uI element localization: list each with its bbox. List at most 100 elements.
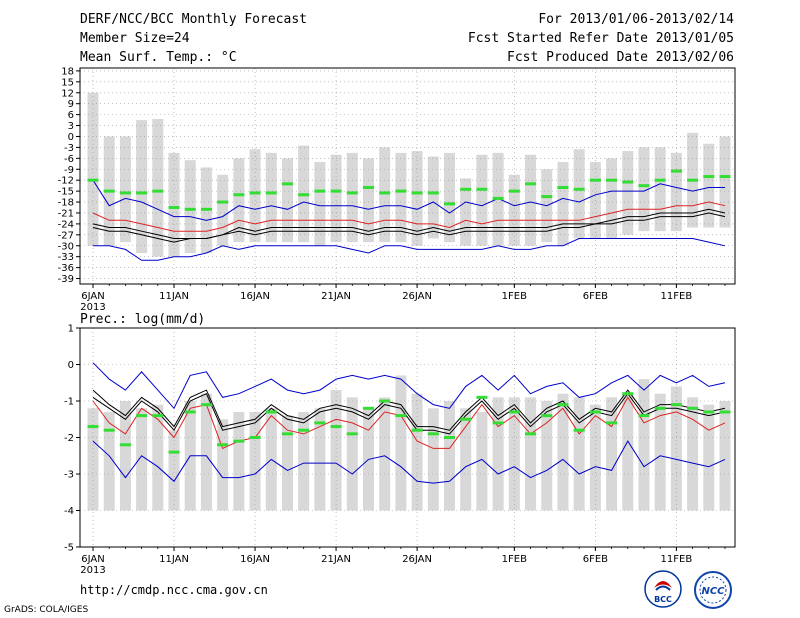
spread-bar <box>703 404 715 511</box>
spread-bar <box>622 393 634 511</box>
bcc-logo-icon: BCC <box>644 570 682 608</box>
x-tick-label: 6JAN <box>81 291 104 302</box>
spread-bar <box>557 161 569 246</box>
climatology-marker <box>589 410 601 414</box>
upper-bound-line <box>92 179 725 221</box>
spread-bar <box>411 151 423 246</box>
y-tick-label: 15 <box>61 77 74 88</box>
y-tick-label: -27 <box>58 230 74 241</box>
climatology-marker <box>427 191 439 195</box>
climatology-marker <box>265 191 277 195</box>
x-tick-label: 6FEB <box>583 554 608 565</box>
lower-bound-line <box>93 238 726 261</box>
spread-bar <box>249 411 261 511</box>
y-tick-label: -2 <box>64 433 74 444</box>
spread-bar <box>136 120 148 254</box>
x-tick-label: 1FEB <box>502 554 527 565</box>
climatology-marker <box>136 191 148 195</box>
spread-bar <box>346 152 358 243</box>
y-tick-label: 12 <box>61 88 74 99</box>
y-tick-label: 1 <box>68 324 74 335</box>
climatology-marker <box>687 406 699 410</box>
ensemble-mean-line-2 <box>92 212 726 243</box>
spread-bar <box>654 393 666 511</box>
source-url[interactable]: http://cmdp.ncc.cma.gov.cn <box>80 583 268 597</box>
climatology-marker <box>87 178 99 182</box>
spread-bar <box>508 397 520 511</box>
climatology-marker <box>281 182 293 186</box>
spread-bar <box>184 160 196 254</box>
x-tick-label: 6JAN <box>81 554 104 565</box>
climatology-marker <box>589 178 601 182</box>
climatology-marker <box>508 410 520 414</box>
spread-bar <box>444 152 456 243</box>
x-tick-label: 11FEB <box>661 291 693 302</box>
climatology-marker <box>217 200 229 204</box>
x-tick-label: 6FEB <box>583 291 608 302</box>
spread-bar <box>330 154 342 243</box>
climatology-marker <box>168 450 180 454</box>
x-tick-label: 1FEB <box>502 291 527 302</box>
climatology-marker <box>525 432 537 436</box>
y-tick-label: -9 <box>64 165 74 176</box>
climatology-marker <box>346 191 358 195</box>
climatology-marker <box>492 421 504 425</box>
ensemble-mean-line <box>92 389 726 431</box>
y-tick-label: 3 <box>68 121 74 132</box>
climatology-marker <box>460 417 472 421</box>
spread-bar <box>346 397 358 511</box>
climatology-marker <box>362 406 374 410</box>
climatology-marker <box>638 414 650 418</box>
y-tick-label: -36 <box>58 263 74 274</box>
climatology-marker <box>395 414 407 418</box>
spread-bar <box>233 158 245 243</box>
spread-bar <box>395 152 407 243</box>
y-tick-label: -5 <box>64 543 74 554</box>
climatology-marker <box>670 169 682 173</box>
climatology-marker <box>330 425 342 429</box>
y-tick-label: -21 <box>58 208 74 219</box>
year-label: 2013 <box>80 565 105 576</box>
y-tick-label: -18 <box>58 198 74 209</box>
climatology-marker <box>476 395 488 399</box>
y-tick-label: 9 <box>68 99 74 110</box>
spread-bar <box>119 401 131 511</box>
y-tick-label: -4 <box>64 506 74 517</box>
climatology-marker <box>427 432 439 436</box>
y-tick-label: -6 <box>64 154 74 165</box>
spread-bar <box>119 136 131 243</box>
spread-bar <box>281 415 293 511</box>
spread-bar <box>525 397 537 511</box>
precip-panel-title: Prec.: log(mm/d) <box>80 312 206 327</box>
ensemble-median-line <box>92 201 726 232</box>
x-tick-label: 11FEB <box>661 554 693 565</box>
grads-credit: GrADS: COLA/IGES <box>4 605 89 615</box>
spread-bar <box>265 152 277 243</box>
spread-bar <box>152 404 164 511</box>
spread-bar <box>508 174 520 246</box>
climatology-marker <box>444 202 456 206</box>
climatology-marker <box>217 443 229 447</box>
member-size: Member Size=24 <box>80 31 190 46</box>
climatology-marker <box>298 193 310 197</box>
spread-bar <box>460 178 472 246</box>
ncc-logo-icon: NCC <box>694 571 732 609</box>
climatology-marker <box>719 410 731 414</box>
forecast-produced-date: Fcst Produced Date 2013/02/06 <box>507 50 734 65</box>
spread-bar <box>719 136 731 228</box>
climatology-marker <box>492 196 504 200</box>
forecast-period: For 2013/01/06-2013/02/14 <box>538 12 734 27</box>
y-tick-label: -3 <box>64 470 74 481</box>
climatology-marker <box>573 187 585 191</box>
climatology-marker <box>314 189 326 193</box>
spread-bar <box>557 393 569 511</box>
year-label: 2013 <box>80 302 105 313</box>
climatology-marker <box>103 189 115 193</box>
climatology-marker <box>557 185 569 189</box>
spread-bar <box>281 158 293 243</box>
x-tick-label: 16JAN <box>240 554 270 565</box>
climatology-marker <box>136 414 148 418</box>
climatology-marker <box>460 187 472 191</box>
spread-bar <box>606 397 618 511</box>
climatology-marker <box>654 178 666 182</box>
